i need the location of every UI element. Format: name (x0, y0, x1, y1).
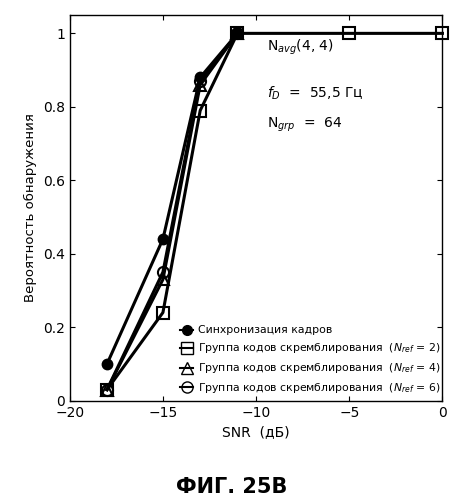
Y-axis label: Вероятность обнаружения: Вероятность обнаружения (24, 113, 38, 302)
Text: $f_D$  =  55,5 Гц: $f_D$ = 55,5 Гц (267, 84, 364, 102)
X-axis label: SNR  (дБ): SNR (дБ) (222, 425, 290, 439)
Text: N$_\mathit{grp}$  =  64: N$_\mathit{grp}$ = 64 (267, 115, 343, 134)
Legend: Синхронизация кадров, Группа кодов скремблирования  ($N_{ref}$ = 2), Группа кодо: Синхронизация кадров, Группа кодов скрем… (180, 325, 441, 395)
Text: ФИГ. 25В: ФИГ. 25В (176, 477, 287, 497)
Text: N$_\mathit{avg}$(4, 4): N$_\mathit{avg}$(4, 4) (267, 38, 334, 57)
